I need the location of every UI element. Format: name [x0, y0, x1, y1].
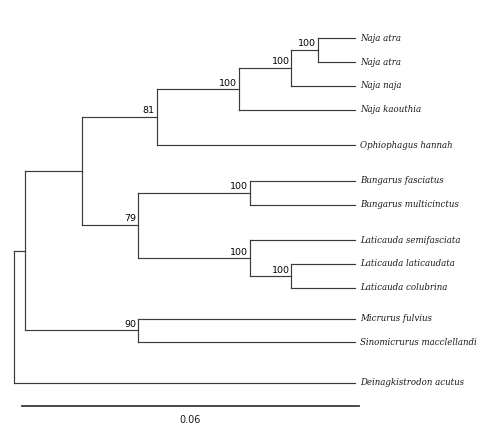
Text: 100: 100 — [272, 266, 289, 275]
Text: Naja atra: Naja atra — [360, 58, 401, 67]
Text: 90: 90 — [124, 320, 136, 330]
Text: Sinomicrurus macclellandi: Sinomicrurus macclellandi — [360, 338, 476, 347]
Text: Deinagkistrodon acutus: Deinagkistrodon acutus — [360, 378, 464, 387]
Text: 81: 81 — [142, 106, 154, 115]
Text: 79: 79 — [124, 214, 136, 223]
Text: 100: 100 — [230, 182, 248, 191]
Text: Ophiophagus hannah: Ophiophagus hannah — [360, 141, 452, 150]
Text: Naja kaouthia: Naja kaouthia — [360, 105, 421, 114]
Text: Laticauda semifasciata: Laticauda semifasciata — [360, 236, 460, 245]
Text: Bungarus multicinctus: Bungarus multicinctus — [360, 200, 458, 209]
Text: 100: 100 — [219, 79, 237, 87]
Text: 0.06: 0.06 — [180, 415, 201, 425]
Text: Naja atra: Naja atra — [360, 34, 401, 43]
Text: 100: 100 — [272, 57, 289, 66]
Text: Micrurus fulvius: Micrurus fulvius — [360, 314, 432, 323]
Text: Bungarus fasciatus: Bungarus fasciatus — [360, 176, 444, 185]
Text: Laticauda laticaudata: Laticauda laticaudata — [360, 259, 454, 268]
Text: Naja naja: Naja naja — [360, 81, 401, 90]
Text: 100: 100 — [298, 39, 316, 48]
Text: 100: 100 — [230, 248, 248, 257]
Text: Laticauda colubrina: Laticauda colubrina — [360, 283, 447, 292]
